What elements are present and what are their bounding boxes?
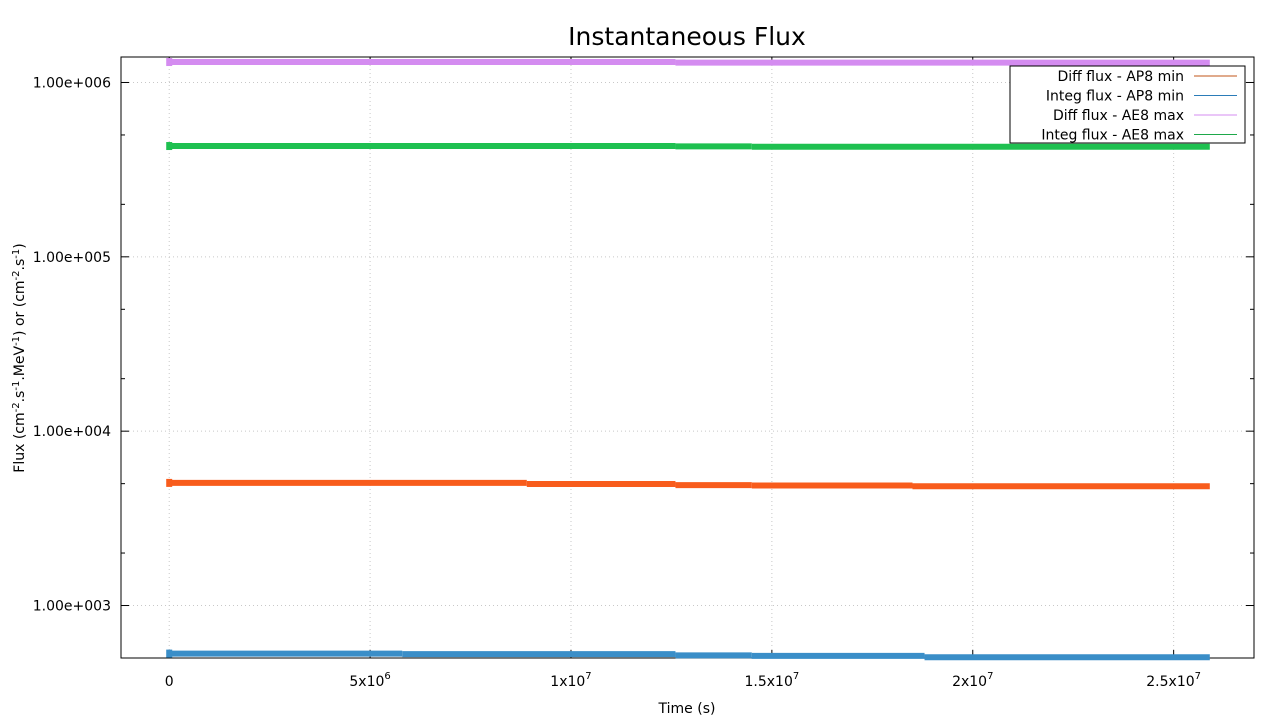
chart-title: Instantaneous Flux <box>568 22 806 51</box>
x-axis-label: Time (s) <box>658 701 716 717</box>
x-tick-label: 1x107 <box>550 671 591 690</box>
axis-ticks: 1.00e+003 1.00e+004 1.00e+005 1.00e+006 0 5x1… <box>33 57 1254 690</box>
x-tick-label: 1.5x107 <box>744 671 799 690</box>
legend-label: Integ flux - AP8 min <box>1046 89 1184 105</box>
legend-label: Diff flux - AE8 max <box>1053 108 1184 124</box>
x-tick-label: 2x107 <box>952 671 993 690</box>
y-tick-label: 1.00e+005 <box>33 250 111 266</box>
x-tick-label: 5x106 <box>349 671 390 690</box>
y-tick-label: 1.00e+004 <box>33 424 111 440</box>
series-3 <box>166 58 1210 67</box>
series-1 <box>166 478 1210 490</box>
series-4 <box>166 142 1210 151</box>
legend-label: Diff flux - AP8 min <box>1058 69 1184 85</box>
series-start-point <box>166 142 173 151</box>
y-tick-label: 1.00e+006 <box>33 75 111 91</box>
y-axis-label: Flux (cm-2.s-1.MeV-1) or (cm-2.s-1) <box>11 243 28 472</box>
legend: Diff flux - AP8 min Integ flux - AP8 min D… <box>1009 65 1246 144</box>
series-2 <box>166 649 1210 661</box>
y-tick-label: 1.00e+003 <box>33 599 111 615</box>
legend-label: Integ flux - AE8 max <box>1041 128 1184 144</box>
data-series <box>166 58 1210 661</box>
x-tick-label: 0 <box>165 674 174 690</box>
x-tick-label: 2.5x107 <box>1146 671 1201 690</box>
series-start-point <box>166 58 173 67</box>
legend-box <box>1009 65 1246 144</box>
series-start-point <box>166 649 173 658</box>
series-start-point <box>166 478 173 487</box>
